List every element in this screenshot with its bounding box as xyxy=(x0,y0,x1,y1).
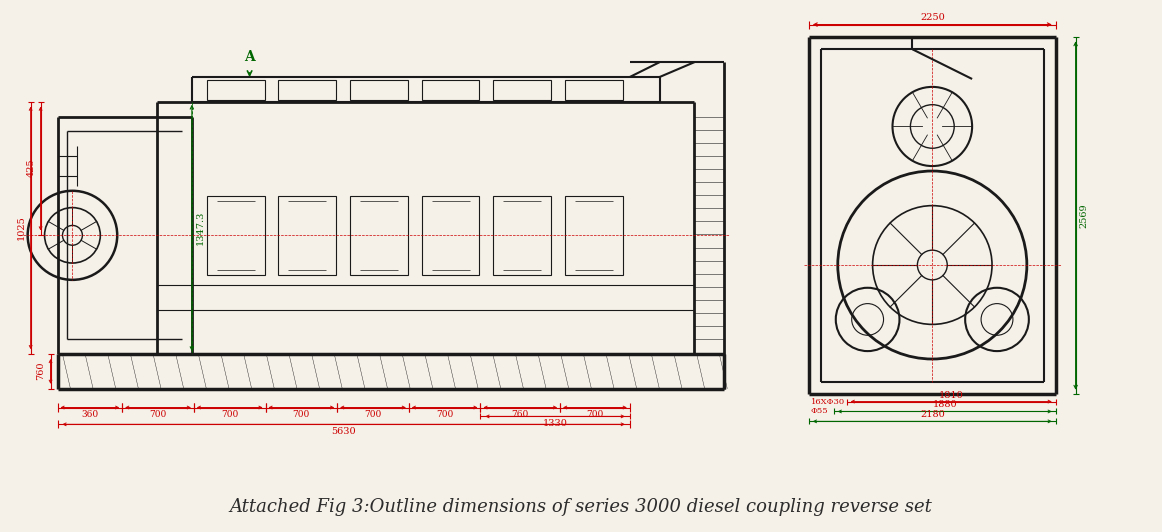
Bar xyxy=(279,196,336,275)
Text: A: A xyxy=(244,50,254,64)
Bar xyxy=(207,80,265,100)
Text: Φ55: Φ55 xyxy=(811,408,829,415)
Text: 5630: 5630 xyxy=(331,427,356,436)
Bar xyxy=(207,196,265,275)
Text: 760: 760 xyxy=(511,411,529,419)
Bar xyxy=(565,80,623,100)
Text: 700: 700 xyxy=(293,411,310,419)
Bar xyxy=(565,196,623,275)
Bar xyxy=(494,196,551,275)
Text: 700: 700 xyxy=(365,411,381,419)
Text: 2180: 2180 xyxy=(920,410,945,419)
Text: 1880: 1880 xyxy=(932,401,957,410)
Text: 425: 425 xyxy=(27,159,36,177)
Text: 760: 760 xyxy=(36,362,45,380)
Text: 1810: 1810 xyxy=(939,390,963,400)
Text: 1025: 1025 xyxy=(16,215,26,240)
Bar xyxy=(350,80,408,100)
Text: 700: 700 xyxy=(587,411,603,419)
Text: 2250: 2250 xyxy=(920,13,945,22)
Text: 2569: 2569 xyxy=(1079,203,1089,228)
Text: 700: 700 xyxy=(436,411,453,419)
Bar xyxy=(350,196,408,275)
Bar xyxy=(279,80,336,100)
Text: Attached Fig 3:Outline dimensions of series 3000 diesel coupling reverse set: Attached Fig 3:Outline dimensions of ser… xyxy=(230,498,932,517)
Bar xyxy=(494,80,551,100)
Text: 16XΦ30: 16XΦ30 xyxy=(811,397,845,405)
Bar xyxy=(422,80,480,100)
Text: 700: 700 xyxy=(150,411,166,419)
Text: 700: 700 xyxy=(221,411,238,419)
Text: 360: 360 xyxy=(81,411,99,419)
Bar xyxy=(422,196,480,275)
Text: 1330: 1330 xyxy=(543,419,567,428)
Text: 1347.3: 1347.3 xyxy=(196,210,205,245)
